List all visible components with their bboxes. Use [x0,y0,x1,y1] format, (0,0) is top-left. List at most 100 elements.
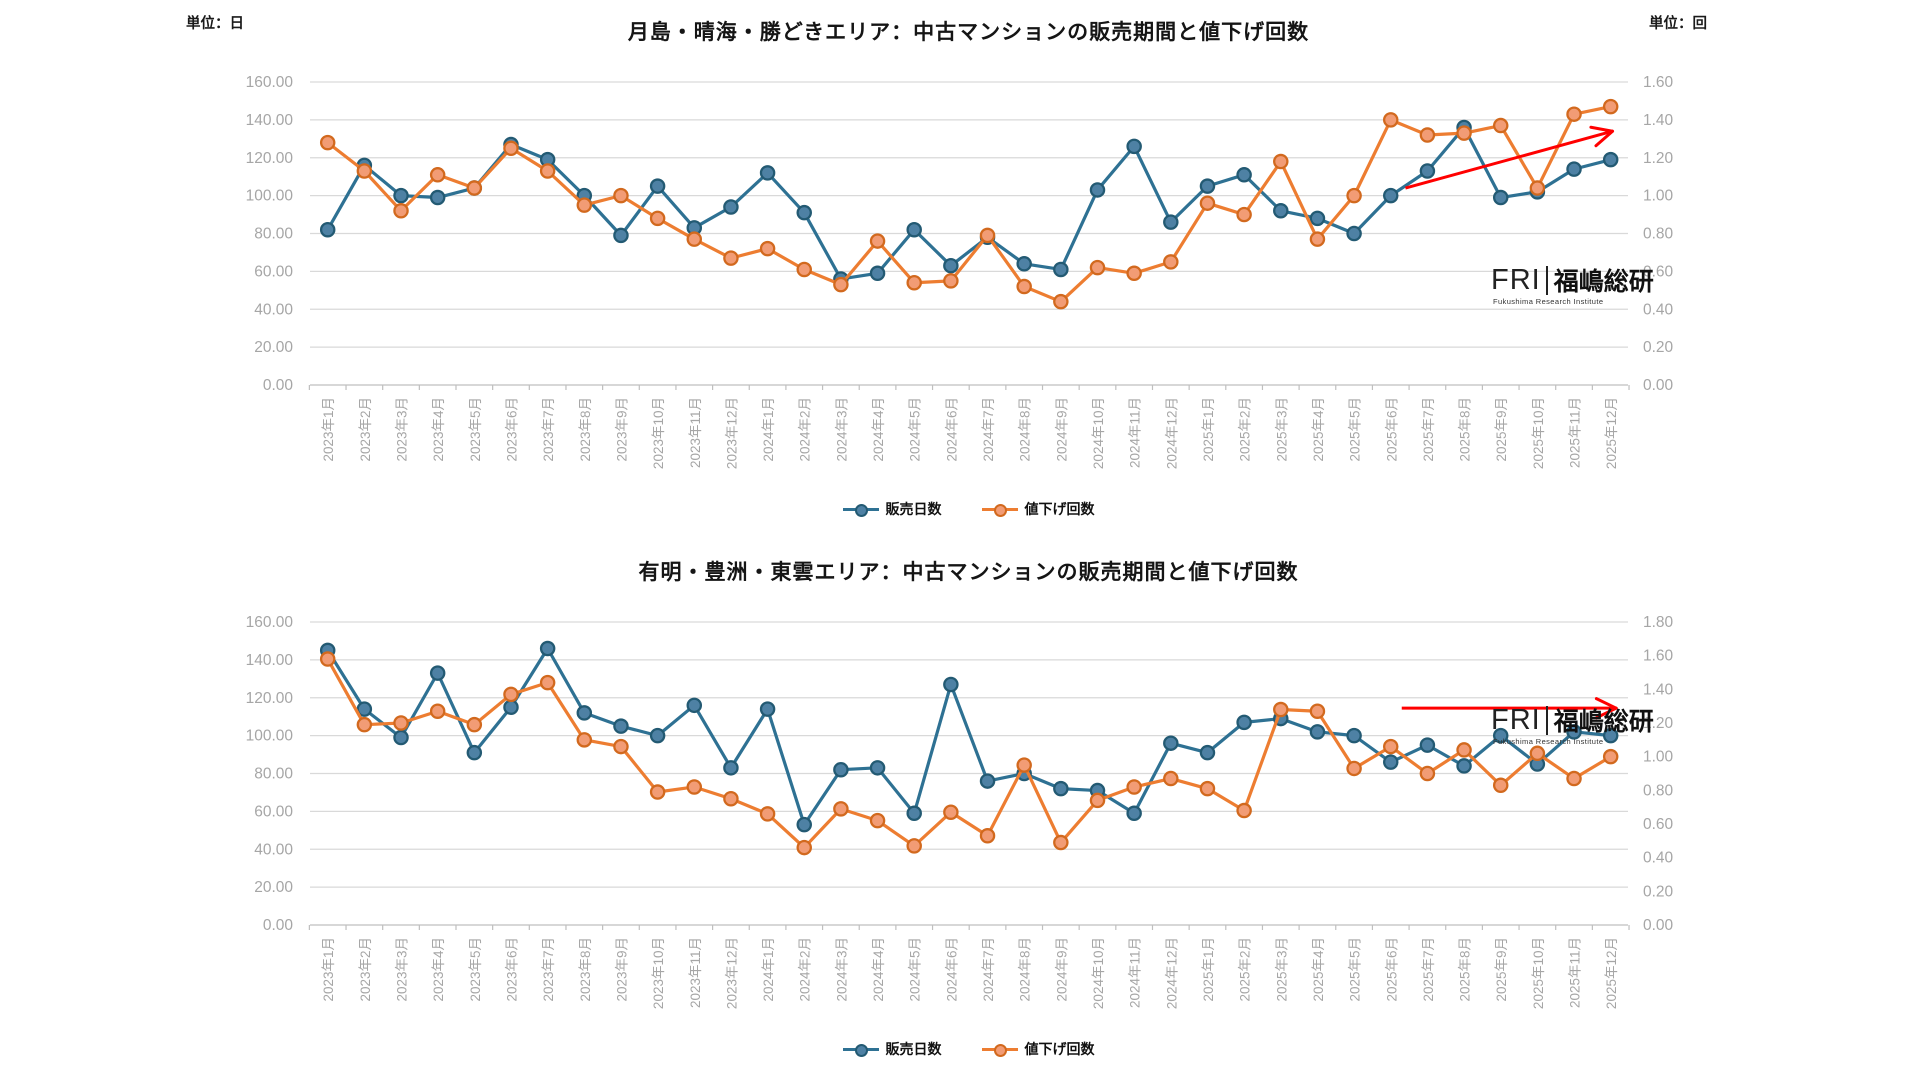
legend-bottom: 販売日数 値下げ回数 [310,1039,1627,1059]
svg-text:2023年4月: 2023年4月 [431,397,446,462]
legend-item-sales-days: 販売日数 [842,1039,942,1059]
line-marker-icon [842,503,879,517]
svg-text:2023年7月: 2023年7月 [541,937,556,1002]
unit-label-right: 単位：回 [1649,16,1707,32]
svg-text:2025年12月: 2025年12月 [1604,937,1619,1009]
gridlines [310,81,1628,348]
svg-text:2023年5月: 2023年5月 [468,937,483,1002]
svg-text:2025年10月: 2025年10月 [1531,397,1546,469]
svg-text:1.00: 1.00 [1643,749,1674,766]
legend-top: 販売日数 値下げ回数 [310,499,1627,519]
svg-text:2024年5月: 2024年5月 [908,937,923,1002]
svg-text:40.00: 40.00 [254,841,293,858]
legend-dot [854,1043,868,1057]
svg-text:140.00: 140.00 [246,652,294,669]
svg-text:2023年8月: 2023年8月 [578,937,593,1002]
svg-text:2025年4月: 2025年4月 [1311,937,1326,1002]
svg-text:2025年11月: 2025年11月 [1568,937,1583,1008]
svg-text:2023年11月: 2023年11月 [688,937,703,1008]
svg-text:2024年2月: 2024年2月 [798,937,813,1002]
svg-text:2025年9月: 2025年9月 [1494,937,1509,1002]
unit-label-left: 単位：日 [186,16,244,32]
trend-arrow-icon [1405,125,1615,190]
svg-text:2024年7月: 2024年7月 [981,397,996,462]
svg-text:2023年12月: 2023年12月 [724,937,739,1009]
svg-text:2024年3月: 2024年3月 [834,937,849,1002]
series-値下げ回数 [319,651,1619,856]
svg-text:2025年7月: 2025年7月 [1421,397,1436,462]
svg-text:0.00: 0.00 [263,917,294,934]
svg-text:160.00: 160.00 [246,74,294,91]
fri-logo-subtitle: Fukushima Research Institute [1493,737,1604,746]
svg-text:60.00: 60.00 [254,803,293,820]
svg-text:2024年8月: 2024年8月 [1018,397,1033,462]
svg-text:0.20: 0.20 [1643,339,1674,356]
line-marker-icon [981,503,1018,517]
svg-text:2025年3月: 2025年3月 [1274,937,1289,1002]
legend-dot [993,1043,1007,1057]
svg-text:2023年2月: 2023年2月 [358,397,373,462]
svg-text:2025年2月: 2025年2月 [1238,397,1253,462]
legend-dot [993,503,1007,517]
left-axis-labels: 0.00 20.00 40.00 60.00 80.00 100.00 120.00 140.… [246,614,294,934]
series-販売日数 [319,640,1619,833]
svg-text:1.60: 1.60 [1643,648,1674,665]
fri-logo-row: FRI 福嶋総研 [1491,706,1711,735]
fri-logo-name: 福嶋総研 [1553,708,1654,736]
svg-text:1.80: 1.80 [1643,614,1674,631]
svg-text:2025年1月: 2025年1月 [1201,397,1216,462]
svg-text:40.00: 40.00 [254,301,293,318]
svg-text:20.00: 20.00 [254,339,293,356]
svg-text:1.60: 1.60 [1643,74,1674,91]
fri-logo-mark: FRI [1491,706,1548,735]
svg-text:2023年3月: 2023年3月 [395,397,410,462]
right-axis-labels: 0.00 0.20 0.40 0.60 0.80 1.00 1.20 1.40 1.60 [1643,74,1674,394]
svg-text:80.00: 80.00 [254,226,293,243]
svg-text:1.40: 1.40 [1643,681,1674,698]
svg-text:2024年2月: 2024年2月 [798,397,813,462]
legend-label: 値下げ回数 [1024,1041,1095,1057]
svg-text:140.00: 140.00 [246,112,294,129]
svg-text:2024年8月: 2024年8月 [1018,937,1033,1002]
svg-text:0.60: 0.60 [1643,816,1674,833]
svg-text:2023年10月: 2023年10月 [651,397,666,469]
svg-text:0.00: 0.00 [263,377,294,394]
svg-text:0.40: 0.40 [1643,850,1674,867]
svg-text:0.00: 0.00 [1643,377,1674,394]
svg-text:100.00: 100.00 [246,188,294,205]
fri-logo-name: 福嶋総研 [1553,268,1654,296]
svg-text:2023年5月: 2023年5月 [468,397,483,462]
fri-logo-subtitle: Fukushima Research Institute [1493,297,1604,306]
svg-text:2024年5月: 2024年5月 [908,397,923,462]
line-marker-icon [981,1043,1018,1057]
svg-text:80.00: 80.00 [254,766,293,783]
svg-text:2023年10月: 2023年10月 [651,937,666,1009]
svg-text:2025年3月: 2025年3月 [1274,397,1289,462]
svg-text:2024年9月: 2024年9月 [1054,397,1069,462]
svg-text:2023年11月: 2023年11月 [688,397,703,468]
chart-tsukishima-harumi-kachidoki: 0.00 20.00 40.00 60.00 80.00 100.00 120.00 140.… [186,16,1711,519]
svg-text:2025年8月: 2025年8月 [1458,397,1473,462]
svg-text:60.00: 60.00 [254,263,293,280]
svg-text:2024年4月: 2024年4月 [871,937,886,1002]
svg-text:2024年3月: 2024年3月 [834,397,849,462]
svg-text:2024年12月: 2024年12月 [1164,937,1179,1009]
svg-text:2023年6月: 2023年6月 [504,937,519,1002]
fri-logo-row: FRI 福嶋総研 [1491,266,1711,295]
svg-text:120.00: 120.00 [246,690,294,707]
plot-area-top: 0.00 20.00 40.00 60.00 80.00 100.00 120.00 140.… [246,74,1674,469]
svg-text:0.80: 0.80 [1643,782,1674,799]
trend-arrow-icon [1401,697,1618,720]
svg-text:2024年10月: 2024年10月 [1091,397,1106,469]
svg-text:1.40: 1.40 [1643,112,1674,129]
right-axis-labels: 0.00 0.20 0.40 0.60 0.80 1.00 1.20 1.40 1.60 1.80 [1643,614,1674,934]
svg-text:2024年11月: 2024年11月 [1128,937,1143,1008]
svg-text:2024年9月: 2024年9月 [1054,937,1069,1002]
legend-label: 販売日数 [885,1041,942,1057]
svg-text:2025年1月: 2025年1月 [1201,937,1216,1002]
series-販売日数 [319,119,1619,287]
svg-text:2025年7月: 2025年7月 [1421,937,1436,1002]
chart-ariake-toyosu-shinonome: 0.00 20.00 40.00 60.00 80.00 100.00 120.00 140.… [0,540,1920,1080]
svg-text:2024年6月: 2024年6月 [944,937,959,1002]
